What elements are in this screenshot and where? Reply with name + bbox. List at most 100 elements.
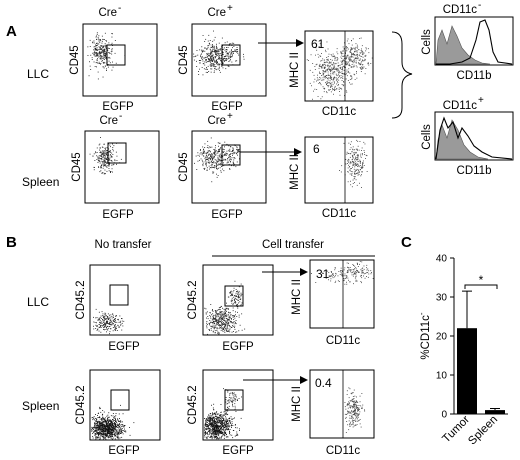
b-ylabel: CD45.2 xyxy=(187,281,199,320)
a-xlabel: EGFP xyxy=(211,101,243,113)
hist-frame xyxy=(434,111,514,161)
gate-box xyxy=(107,142,127,164)
error-bar xyxy=(462,290,472,329)
a-header-cre-neg: Cre xyxy=(98,7,117,19)
b-gated-xlabel: CD11c xyxy=(326,335,361,347)
b-ylabel: CD45.2 xyxy=(75,281,87,320)
gate-box xyxy=(106,44,126,66)
b-xlabel: EGFP xyxy=(108,445,140,457)
scatter-b-gated-spleen xyxy=(344,387,366,433)
b-row-llc: LLC xyxy=(27,295,49,309)
gate-box xyxy=(221,144,241,166)
a-header-cre-neg-2-sup: - xyxy=(119,111,122,122)
gate-box xyxy=(224,389,244,411)
scatter-a-gated-spleen xyxy=(339,139,368,188)
hist-xlabel: CD11b xyxy=(457,165,492,177)
y-tick-label: 0 xyxy=(441,410,447,421)
scatter-a-spleen-cre-pos xyxy=(194,137,240,183)
hist-title: CD11c xyxy=(443,100,478,112)
x-tick-label: Spleen xyxy=(466,414,500,448)
brace xyxy=(391,31,413,119)
b-row-spleen: Spleen xyxy=(22,399,59,413)
gate-box xyxy=(224,285,244,307)
a-header-cre-neg-sup: - xyxy=(118,3,121,14)
a-gated-xlabel: CD11c xyxy=(322,208,357,220)
error-bar xyxy=(490,408,500,411)
scatter-a-spleen-cre-neg xyxy=(89,137,122,175)
b-gated-plot-spleen xyxy=(309,369,375,439)
b-plot-spleen-transfer xyxy=(202,369,274,441)
a-gated-ylabel: MHC II xyxy=(289,52,301,88)
scatter-b-llc-transfer xyxy=(204,280,246,335)
y-tick-label: 40 xyxy=(436,254,448,265)
a-header-cre-pos-sup: + xyxy=(227,3,233,14)
a-header-cre-pos: Cre xyxy=(207,7,226,19)
a-ylabel: CD45 xyxy=(178,152,190,181)
b-ylabel: CD45.2 xyxy=(75,386,87,425)
a-percent-spleen: 6 xyxy=(313,142,320,156)
b-plot-llc-transfer xyxy=(202,264,274,336)
panel-b-label: B xyxy=(6,234,17,251)
gate-box xyxy=(110,389,130,411)
hist-ylabel: Cells xyxy=(421,29,433,55)
a-header-cre-neg-2: Cre xyxy=(99,115,118,127)
hist-title-sup: + xyxy=(478,95,484,106)
significance-star: * xyxy=(479,273,484,287)
gate-box xyxy=(109,284,129,306)
a-gated-plot-llc xyxy=(304,30,374,102)
hist-frame xyxy=(434,16,514,66)
significance-bracket xyxy=(464,284,498,289)
a-ylabel: CD45 xyxy=(71,152,83,181)
y-tick-label: 20 xyxy=(436,332,448,343)
hist-sample-line xyxy=(435,116,513,160)
y-tick-label: 30 xyxy=(436,293,448,304)
a-ylabel: CD45 xyxy=(69,45,81,74)
scatter-b-spleen-transfer xyxy=(204,388,242,440)
a-xlabel: EGFP xyxy=(102,209,134,221)
hist-xlabel: CD11b xyxy=(457,70,492,82)
y-tick-label: 10 xyxy=(436,371,448,382)
a-gated-xlabel: CD11c xyxy=(322,106,357,118)
scatter-b-gated-llc xyxy=(311,261,374,285)
b-xlabel: EGFP xyxy=(222,445,254,457)
a-plot-llc-cre-pos xyxy=(191,23,267,97)
b-header-no-transfer: No transfer xyxy=(95,239,152,251)
b-xlabel: EGFP xyxy=(222,341,254,353)
a-gated-ylabel: MHC II xyxy=(289,154,301,190)
scatter-a-llc-cre-pos xyxy=(193,30,245,76)
a-percent-llc: 61 xyxy=(311,37,325,51)
b-header-cell-transfer: Cell transfer xyxy=(262,239,324,251)
b-gated-ylabel: MHC II xyxy=(291,279,303,315)
hist-sample-line xyxy=(436,19,513,65)
a-header-cre-pos-2: Cre xyxy=(207,115,226,127)
a-xlabel: EGFP xyxy=(102,101,134,113)
scatter-b-llc-no-transfer xyxy=(93,308,125,335)
hist-title: CD11c xyxy=(443,4,478,16)
a-plot-spleen-cre-neg xyxy=(84,130,160,204)
y-axis-label: %CD11c- xyxy=(417,312,432,360)
b-xlabel: EGFP xyxy=(108,341,140,353)
a-xlabel: EGFP xyxy=(211,209,243,221)
hist-control-fill xyxy=(435,119,489,160)
histogram-cd11c-neg: CD11c - Cells CD11b xyxy=(421,0,514,82)
hist-title-sup: - xyxy=(478,0,481,11)
bar-spleen xyxy=(485,410,505,414)
b-gated-plot-llc xyxy=(309,259,375,329)
a-ylabel: CD45 xyxy=(178,45,190,74)
a-row-llc: LLC xyxy=(27,67,49,81)
panel-a-label: A xyxy=(6,23,17,40)
b-ylabel: CD45.2 xyxy=(187,386,199,425)
b-gated-xlabel: CD11c xyxy=(326,445,361,457)
scatter-a-llc-cre-neg xyxy=(87,32,126,80)
a-plot-llc-cre-neg xyxy=(82,23,158,97)
a-gated-plot-spleen xyxy=(304,136,374,204)
hist-ylabel: Cells xyxy=(421,124,433,150)
bar-tumor xyxy=(457,328,477,414)
a-row-spleen: Spleen xyxy=(22,175,59,189)
b-gated-ylabel: MHC II xyxy=(291,386,303,422)
b-percent-llc: 31 xyxy=(316,267,330,281)
b-plot-llc-no-transfer xyxy=(89,264,161,336)
gate-box xyxy=(221,44,241,66)
